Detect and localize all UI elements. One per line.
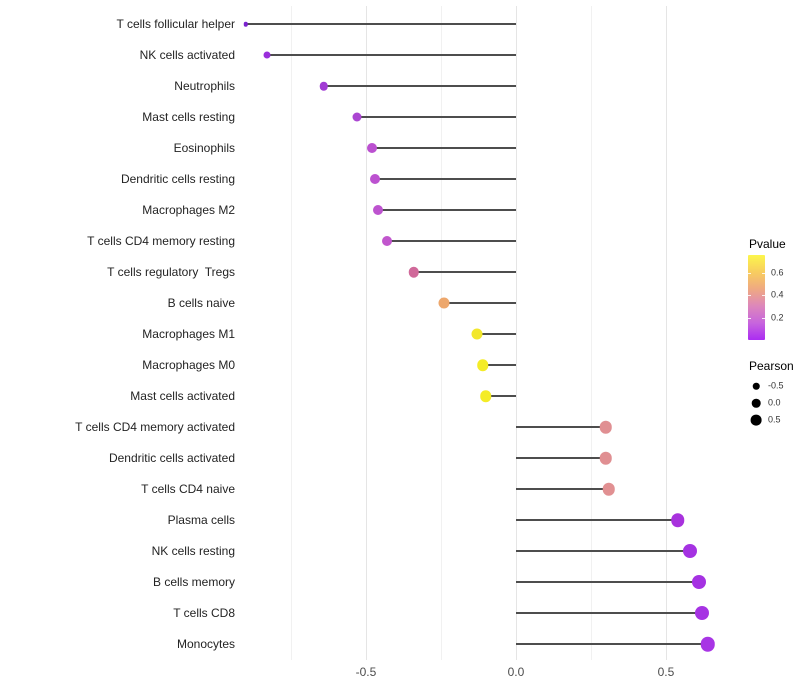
lollipop-stem: [266, 54, 516, 56]
lollipop-dot: [438, 297, 450, 309]
lollipop-stem: [476, 333, 516, 335]
colorbar-tick-label: 0.2: [771, 312, 784, 323]
category-label: Plasma cells: [167, 513, 235, 527]
colorbar-tick-label: 0.4: [771, 289, 784, 300]
category-label: Macrophages M1: [142, 327, 235, 341]
category-label: B cells memory: [152, 575, 235, 589]
lollipop-stem: [515, 612, 702, 614]
pearson-legend-title: Pearson: [749, 359, 794, 373]
lollipop-stem: [374, 178, 516, 180]
category-label: Eosinophils: [173, 141, 235, 155]
category-label: T cells regulatory Tregs: [107, 265, 235, 279]
lollipop-stem: [485, 395, 516, 397]
lollipop-stem: [443, 302, 516, 304]
x-tick-label: 0.0: [507, 665, 525, 679]
pearson-size-label: 0.0: [768, 397, 781, 408]
lollipop-dot: [682, 544, 697, 558]
pvalue-legend-title: Pvalue: [749, 237, 786, 251]
lollipop-dot: [243, 21, 249, 27]
category-label: B cells naive: [167, 296, 235, 310]
category-label: T cells CD4 memory activated: [75, 420, 235, 434]
category-label: T cells follicular helper: [116, 17, 236, 31]
x-tick-label: -0.5: [355, 665, 377, 679]
category-label: T cells CD4 memory resting: [87, 234, 235, 248]
colorbar-tick-mark: [762, 272, 765, 274]
lollipop-dot: [602, 482, 616, 496]
gridline-major: [665, 6, 667, 660]
lollipop-dot: [599, 451, 613, 465]
gridline-minor: [590, 6, 592, 660]
lollipop-stem: [323, 85, 516, 87]
lollipop-dot: [671, 513, 685, 527]
lollipop-dot: [263, 51, 271, 59]
lollipop-dot: [366, 143, 377, 153]
lollipop-stem: [515, 457, 606, 459]
category-label: NK cells resting: [151, 544, 235, 558]
colorbar-tick-mark: [748, 317, 751, 319]
lollipop-stem: [482, 364, 516, 366]
lollipop-dot: [694, 606, 709, 620]
pvalue-colorbar: [748, 255, 765, 340]
lollipop-dot: [471, 328, 483, 340]
lollipop-stem: [515, 550, 690, 552]
category-label: NK cells activated: [139, 48, 235, 62]
lollipop-stem: [515, 643, 708, 645]
lollipop-dot: [369, 174, 380, 184]
lollipop-dot: [599, 420, 613, 434]
category-label: T cells CD4 naive: [141, 482, 235, 496]
lollipop-stem: [371, 147, 516, 149]
colorbar-tick-mark: [748, 295, 751, 297]
category-label: Macrophages M0: [142, 358, 235, 372]
lollipop-stem: [413, 271, 516, 273]
lollipop-stem: [377, 209, 516, 211]
category-label: Mast cells resting: [142, 110, 235, 124]
lollipop-stem: [245, 23, 516, 25]
gridline-minor: [440, 6, 442, 660]
pearson-size-dot: [751, 398, 761, 408]
colorbar-tick-mark: [748, 272, 751, 274]
lollipop-stem: [515, 519, 678, 521]
colorbar-tick-label: 0.6: [771, 267, 784, 278]
lollipop-stem: [356, 116, 516, 118]
category-label: Mast cells activated: [130, 389, 235, 403]
category-label: Monocytes: [176, 637, 235, 651]
colorbar-tick-mark: [762, 295, 765, 297]
pearson-size-label: -0.5: [768, 380, 784, 391]
category-label: Dendritic cells activated: [108, 451, 235, 465]
lollipop-dot: [381, 236, 392, 246]
lollipop-dot: [319, 81, 329, 91]
lollipop-dot: [352, 112, 362, 122]
pearson-size-dot: [752, 382, 760, 390]
category-label: Neutrophils: [174, 79, 235, 93]
lollipop-dot: [477, 359, 489, 371]
category-label: T cells CD8: [173, 606, 235, 620]
lollipop-dot: [372, 205, 383, 215]
lollipop-dot: [691, 575, 706, 589]
pearson-size-dot: [750, 414, 762, 426]
x-tick-label: 0.5: [657, 665, 675, 679]
lollipop-stem: [386, 240, 516, 242]
lollipop-dot: [700, 636, 716, 652]
colorbar-tick-mark: [762, 317, 765, 319]
lollipop-stem: [515, 581, 699, 583]
lollipop-stem: [515, 488, 609, 490]
gridline-major: [365, 6, 367, 660]
lollipop-dot: [480, 390, 492, 402]
gridline-minor: [290, 6, 292, 660]
category-label: Dendritic cells resting: [120, 172, 235, 186]
lollipop-dot: [408, 266, 420, 278]
gridline-major: [515, 6, 517, 660]
pearson-size-label: 0.5: [768, 414, 781, 425]
lollipop-stem: [515, 426, 606, 428]
category-label: Macrophages M2: [142, 203, 235, 217]
